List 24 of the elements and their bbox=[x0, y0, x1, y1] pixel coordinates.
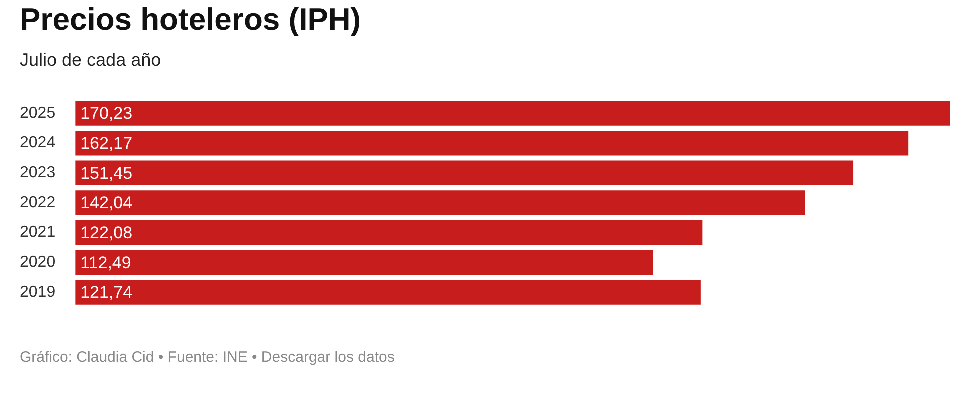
y-tick-label: 2024 bbox=[20, 134, 56, 152]
chart-subtitle: Julio de cada año bbox=[20, 50, 162, 71]
data-label: 162,17 bbox=[80, 134, 133, 154]
y-tick-label: 2021 bbox=[20, 224, 56, 242]
bar bbox=[76, 160, 854, 186]
bar bbox=[76, 280, 701, 305]
y-tick-label: 2022 bbox=[20, 194, 56, 212]
data-label: 170,23 bbox=[80, 104, 133, 124]
bar bbox=[76, 101, 950, 126]
data-label: 142,04 bbox=[80, 194, 133, 213]
y-tick-label: 2023 bbox=[20, 164, 56, 182]
bar bbox=[76, 250, 654, 276]
y-tick-label: 2025 bbox=[20, 104, 56, 122]
chart-title: Precios hoteleros (IPH) bbox=[20, 2, 362, 38]
data-label: 151,45 bbox=[80, 164, 133, 183]
y-tick-label: 2020 bbox=[20, 254, 56, 272]
bar bbox=[76, 220, 703, 246]
data-label: 112,49 bbox=[80, 253, 132, 272]
bar bbox=[76, 190, 806, 216]
y-tick-label: 2019 bbox=[20, 284, 56, 301]
bar bbox=[76, 130, 909, 156]
text: Gráfico: Claudia Cid • Fuente: INE • Descargar los datos bbox=[20, 349, 396, 366]
data-label: 121,74 bbox=[80, 283, 133, 302]
data-label: 122,08 bbox=[80, 224, 133, 243]
